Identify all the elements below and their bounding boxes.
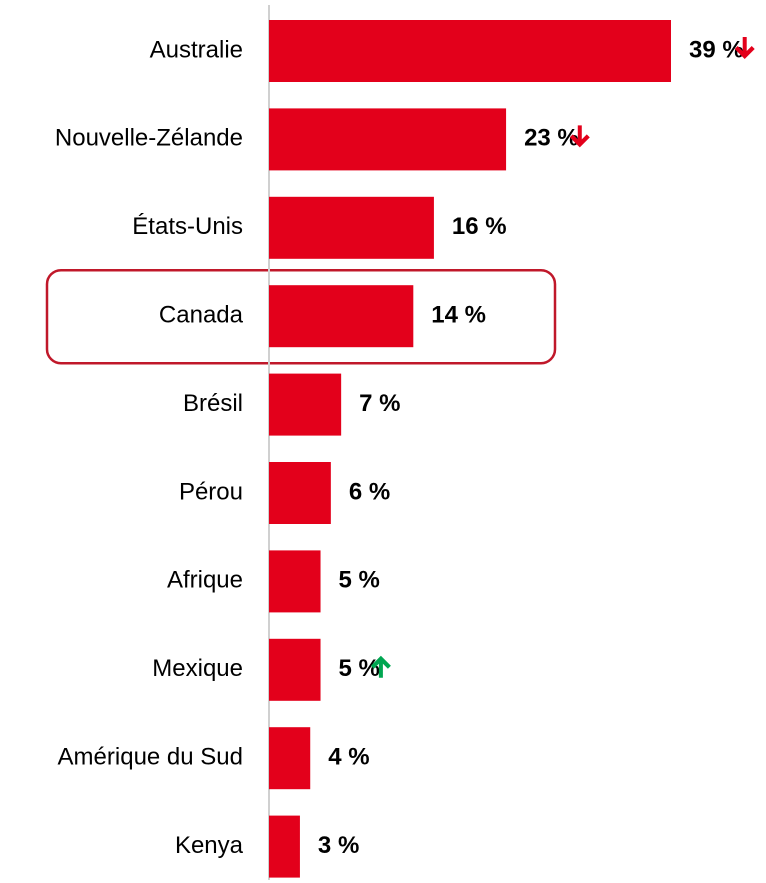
value-label: 39 %	[689, 36, 744, 63]
highlight-box	[45, 268, 557, 365]
category-label: Kenya	[175, 832, 244, 859]
category-label: Afrique	[167, 567, 243, 594]
bar	[269, 638, 321, 701]
category-label: Brésil	[183, 390, 243, 417]
category-label: États-Unis	[132, 213, 243, 240]
trend-arrow	[734, 37, 755, 59]
value-label: 14 %	[431, 302, 486, 329]
bar	[269, 196, 434, 259]
category-label: Pérou	[179, 478, 243, 505]
value-label: 23 %	[524, 125, 579, 152]
category-label: Mexique	[152, 655, 243, 682]
category-label: Amérique du Sud	[58, 744, 243, 771]
bar	[269, 108, 507, 171]
trend-arrow	[370, 655, 391, 678]
value-label: 7 %	[359, 390, 400, 417]
value-label: 5 %	[339, 655, 380, 682]
bar	[269, 462, 331, 524]
bar	[269, 550, 321, 613]
bar	[269, 20, 671, 82]
category-label: Nouvelle-Zélande	[55, 125, 243, 152]
value-label: 4 %	[328, 744, 369, 771]
value-label: 6 %	[349, 478, 390, 505]
trend-arrow	[569, 125, 590, 148]
bar	[269, 815, 300, 878]
category-label: Canada	[159, 302, 244, 329]
bar	[269, 285, 414, 348]
bar	[269, 373, 342, 436]
value-label: 3 %	[318, 832, 359, 859]
value-label: 5 %	[339, 567, 380, 594]
category-label: Australie	[150, 36, 243, 63]
bar	[269, 727, 311, 790]
value-label: 16 %	[452, 213, 507, 240]
